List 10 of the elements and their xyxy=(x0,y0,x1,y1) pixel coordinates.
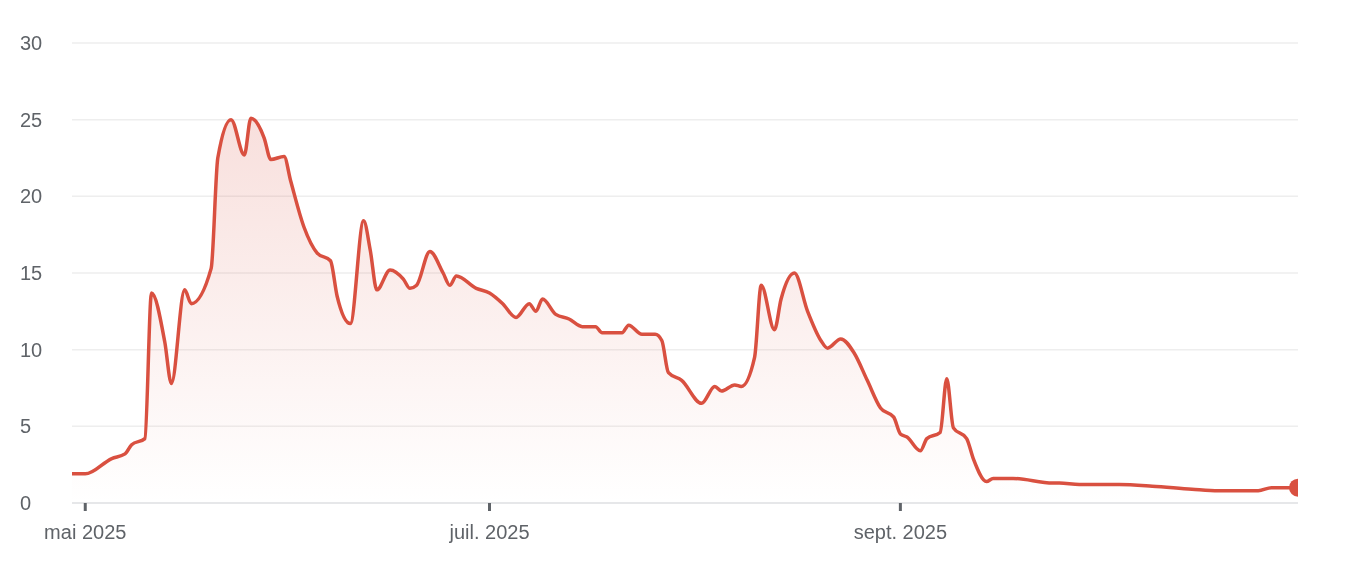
y-tick-label: 25 xyxy=(20,108,43,131)
x-tick-label: mai 2025 xyxy=(44,521,127,544)
y-tick-label: 10 xyxy=(20,338,43,361)
y-tick-label: 15 xyxy=(20,262,43,285)
y-tick-label: 0 xyxy=(20,492,32,515)
y-tick-label: 20 xyxy=(20,185,43,208)
x-tick-label: sept. 2025 xyxy=(853,521,948,544)
x-tick-label: juil. 2025 xyxy=(448,521,530,544)
y-tick-label: 5 xyxy=(20,415,32,438)
y-tick-label: 30 xyxy=(20,32,43,55)
